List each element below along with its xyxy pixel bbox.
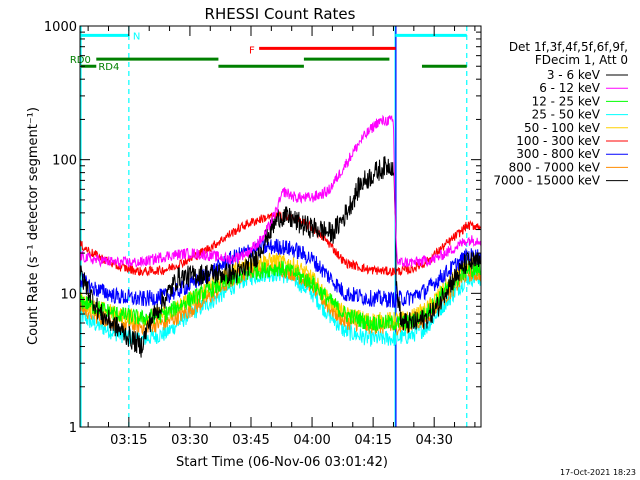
- series-line: [79, 156, 482, 358]
- x-axis-label: Start Time (06-Nov-06 03:01:42): [176, 455, 388, 470]
- chart-title: RHESSI Count Rates: [205, 5, 356, 23]
- legend-entry-label: 6 - 12 keV: [539, 81, 601, 95]
- state-bar-label: F: [249, 45, 255, 56]
- y-tick-label: 100: [52, 154, 77, 169]
- legend-entry-label: 800 - 7000 keV: [509, 160, 601, 174]
- state-bar-label: N: [133, 31, 140, 42]
- legend-entry-label: 100 - 300 keV: [516, 134, 600, 148]
- legend-entry-label: 7000 - 15000 keV: [493, 174, 600, 188]
- x-tick-label: 03:15: [110, 433, 147, 448]
- y-axis-ticks: 1 10 100 1000: [44, 20, 481, 436]
- legend-entry-label: 25 - 50 keV: [532, 108, 601, 122]
- footer-date: 17-Oct-2021 18:23: [560, 468, 636, 477]
- y-tick-label: 1000: [44, 20, 77, 35]
- y-tick-label: 1: [69, 421, 77, 436]
- y-axis-label: Count Rate (s⁻¹ detector segment⁻¹): [26, 107, 41, 345]
- legend-entry-label: 50 - 100 keV: [524, 121, 601, 135]
- x-tick-label: 03:45: [232, 433, 269, 448]
- y-tick-label: 10: [60, 287, 77, 302]
- legend: Det 1f,3f,4f,5f,6f,9f,FDecim 1, Att 03 -…: [493, 40, 628, 188]
- x-axis-ticks: 03:15 03:30 03:45 04:00 04:15 04:30: [87, 26, 476, 448]
- x-tick-label: 03:30: [171, 433, 208, 448]
- legend-entry-label: 3 - 6 keV: [547, 68, 601, 82]
- x-tick-label: 04:15: [354, 433, 391, 448]
- series-line: [79, 260, 482, 333]
- legend-header: FDecim 1, Att 0: [535, 53, 628, 67]
- x-tick-label: 04:30: [415, 433, 452, 448]
- state-bar-label: RD4: [98, 62, 119, 73]
- legend-entry-label: 12 - 25 keV: [532, 94, 601, 108]
- plot-frame: [79, 25, 482, 428]
- legend-header: Det 1f,3f,4f,5f,6f,9f,: [509, 40, 628, 54]
- x-tick-label: 04:00: [293, 433, 330, 448]
- series-line: [79, 266, 482, 348]
- legend-entry-label: 300 - 800 keV: [516, 147, 600, 161]
- series-line: [79, 114, 482, 268]
- series-line: [79, 238, 482, 308]
